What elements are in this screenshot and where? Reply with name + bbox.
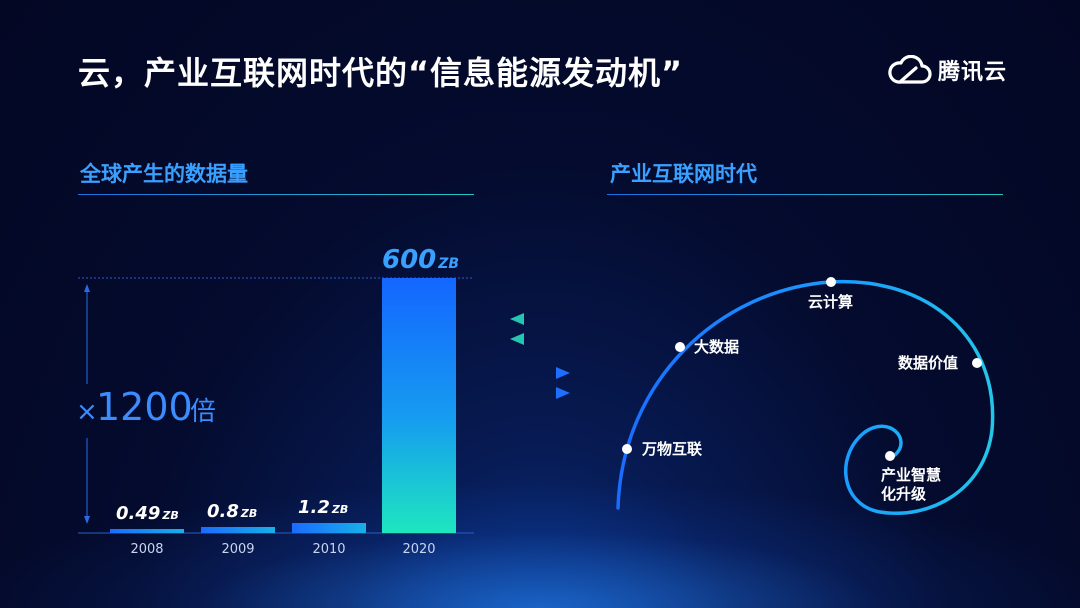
bar-2008 [110,529,184,533]
arrows-right [512,367,570,399]
spiral-nodes [622,277,982,461]
multiplier-symbol: × [76,397,98,427]
bar-2020 [382,278,456,533]
x-tick-label-2009: 2009 [221,542,254,557]
value-label-2020: 600 ZB [382,245,459,275]
bar-chart: 2008 0.49 ZB 2009 0.8 ZB 2010 1.2 ZB 2020 600 ZB [110,245,459,557]
value-label-2008: 0.49 ZB [116,503,179,524]
node-label-bigdata: 大数据 [694,338,739,356]
node-dot-cloud [826,277,836,287]
x-tick-label-2008: 2008 [130,542,163,557]
bar-2010 [292,523,366,533]
bar-2009 [201,527,275,533]
value-label-2009: 0.8 ZB [207,501,257,522]
node-label-iot: 万物互联 [641,440,703,458]
x-tick-label-2020: 2020 [402,542,435,557]
node-label-industry-1: 产业智慧 [881,466,941,484]
node-dot-bigdata [675,342,685,352]
value-label-2010: 1.2 ZB [298,497,348,518]
right-section-title: 产业互联网时代 [610,162,757,186]
logo: 腾讯云 [886,54,1007,86]
node-dot-iot [622,444,632,454]
x-tick-label-2010: 2010 [312,542,345,557]
node-label-datavalue: 数据价值 [898,354,958,372]
multiplier-value: 1200 [96,385,193,429]
arrow-down-head [84,516,90,524]
node-dot-industry [885,451,895,461]
page-title: 云，产业互联网时代的“信息能源发动机” [78,54,684,92]
multiplier-unit: 倍 [190,397,216,427]
growth-spiral [616,279,995,515]
right-section-line [607,194,1003,195]
node-dot-datavalue [972,358,982,368]
left-section-line [78,194,474,195]
arrows-left [510,313,568,345]
logo-text: 腾讯云 [938,60,1008,85]
node-label-cloud: 云计算 [808,293,853,311]
left-section-title: 全球产生的数据量 [80,162,248,186]
arrow-up-head [84,284,90,292]
node-label-industry-2: 化升级 [881,485,927,503]
tencent-cloud-icon [888,55,932,84]
